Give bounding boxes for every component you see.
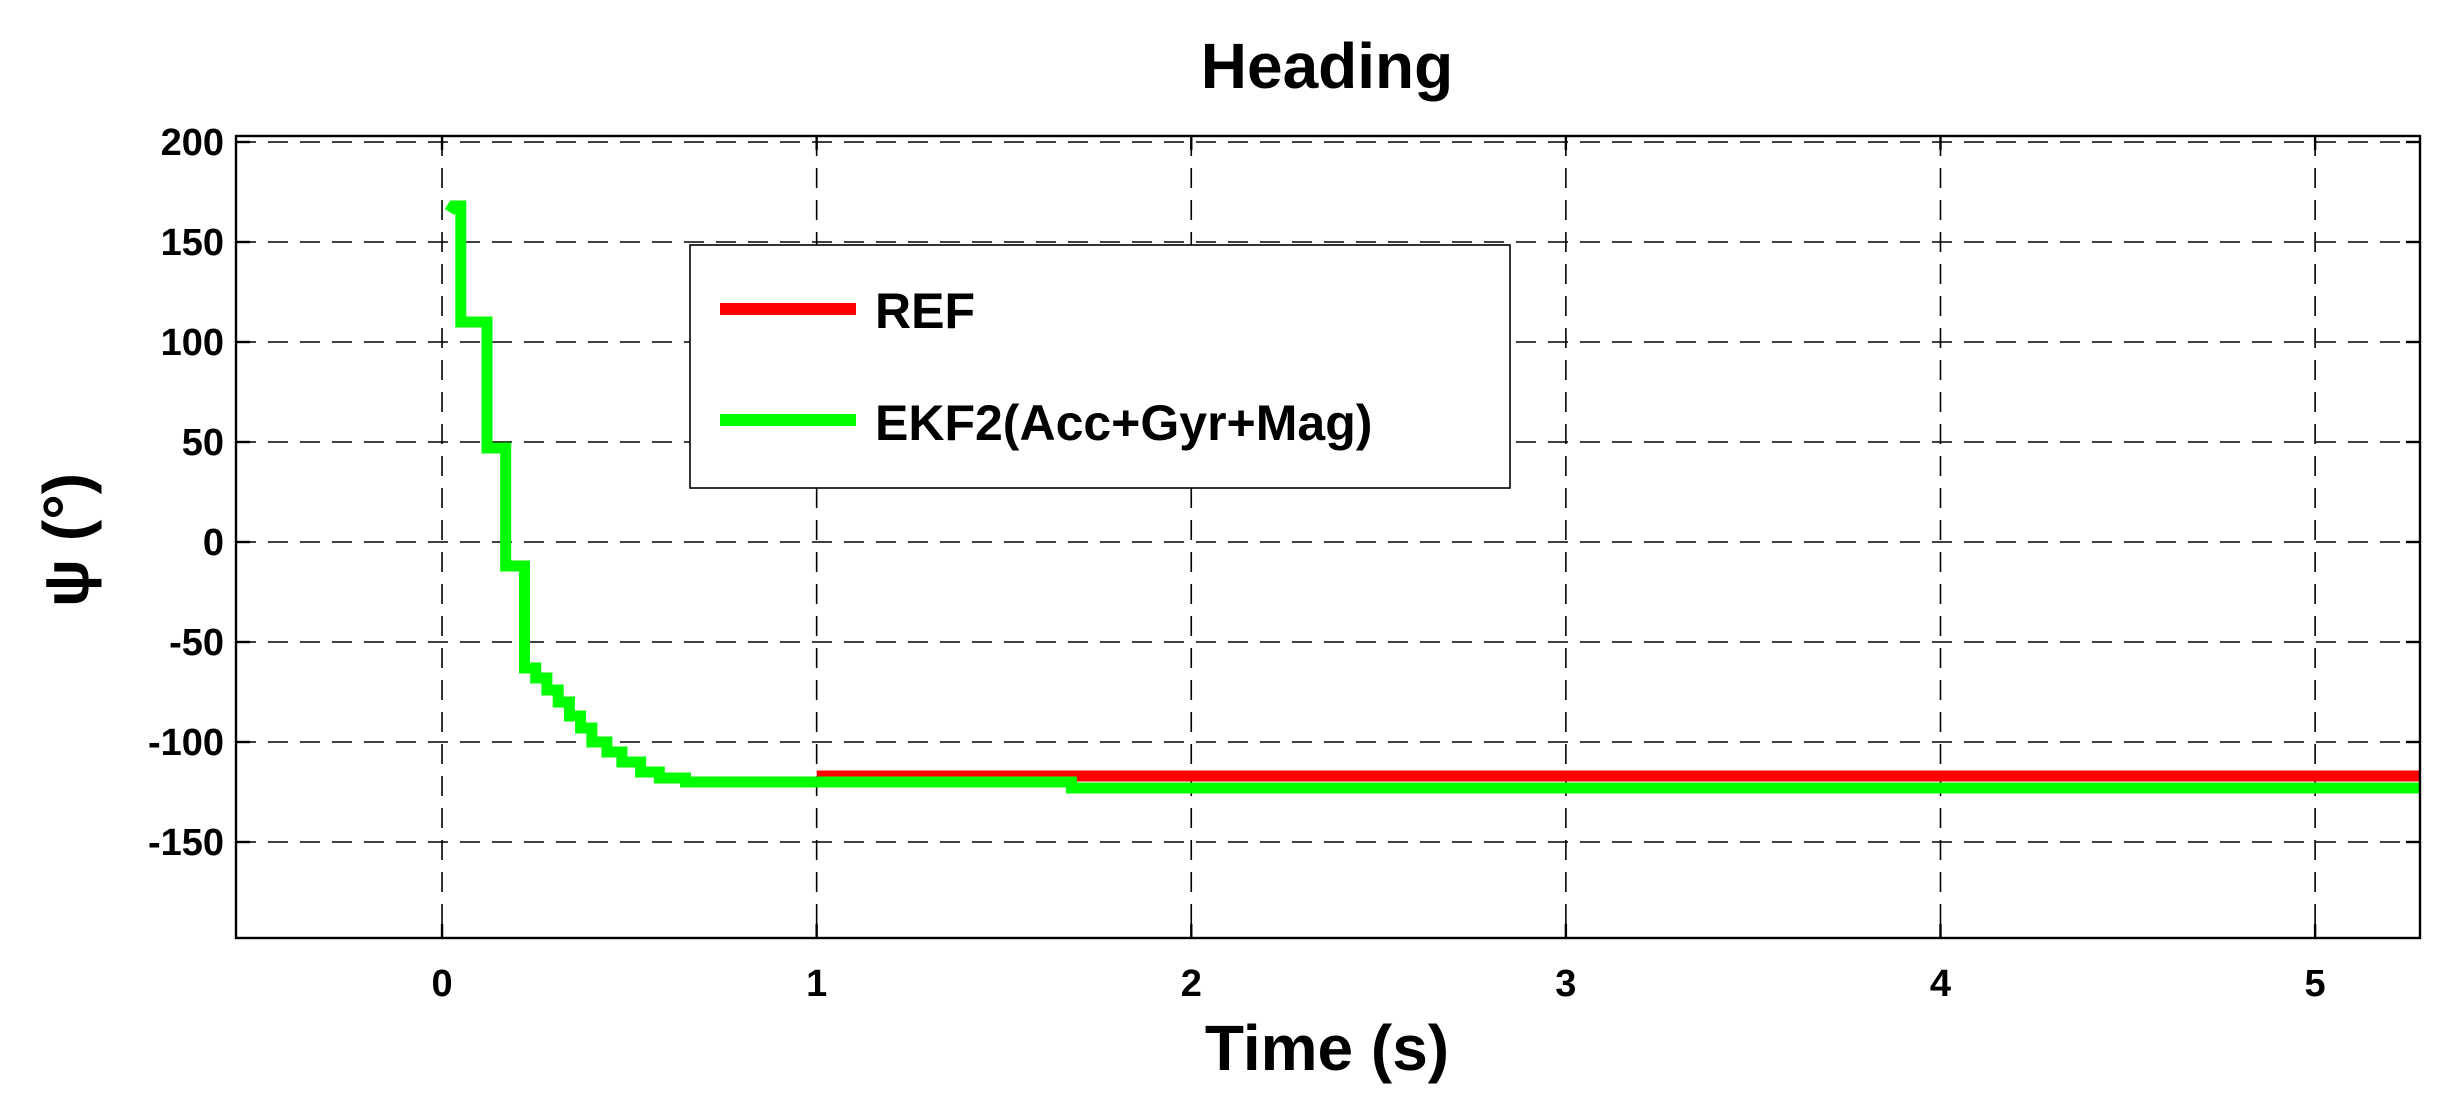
x-tick-label-1: 1 <box>806 963 827 1005</box>
y-axis-label: ψ (°) <box>30 473 102 607</box>
y-tick-label--50: -50 <box>169 622 224 664</box>
plot-frame <box>234 134 2422 940</box>
x-tick-label-0: 0 <box>431 963 452 1005</box>
series-layer <box>444 200 2420 794</box>
x-tick-label-3: 3 <box>1555 963 1576 1005</box>
y-tick-label-100: 100 <box>161 322 224 364</box>
y-tick-label--100: -100 <box>148 722 224 764</box>
tick-layer: 0 1 2 3 4 5 200 150 100 50 0 -50 -100 -150 <box>148 122 2420 1005</box>
x-tick-label-2: 2 <box>1181 963 1202 1005</box>
x-tick-label-4: 4 <box>1930 963 1951 1005</box>
y-tick-label--150: -150 <box>148 822 224 864</box>
legend: REF EKF2(Acc+Gyr+Mag) <box>689 244 1511 489</box>
legend-box <box>689 244 1511 489</box>
chart-title: Heading <box>1201 30 1453 102</box>
x-tick-label-5: 5 <box>2305 963 2326 1005</box>
y-tick-label-50: 50 <box>182 422 224 464</box>
series-line-1 <box>444 200 2420 794</box>
legend-label-ref: REF <box>875 283 975 339</box>
y-tick-label-0: 0 <box>203 522 224 564</box>
legend-label-ekf2: EKF2(Acc+Gyr+Mag) <box>875 395 1372 451</box>
x-axis-label: Time (s) <box>1205 1012 1449 1084</box>
y-tick-label-150: 150 <box>161 222 224 264</box>
y-tick-label-200: 200 <box>161 122 224 164</box>
